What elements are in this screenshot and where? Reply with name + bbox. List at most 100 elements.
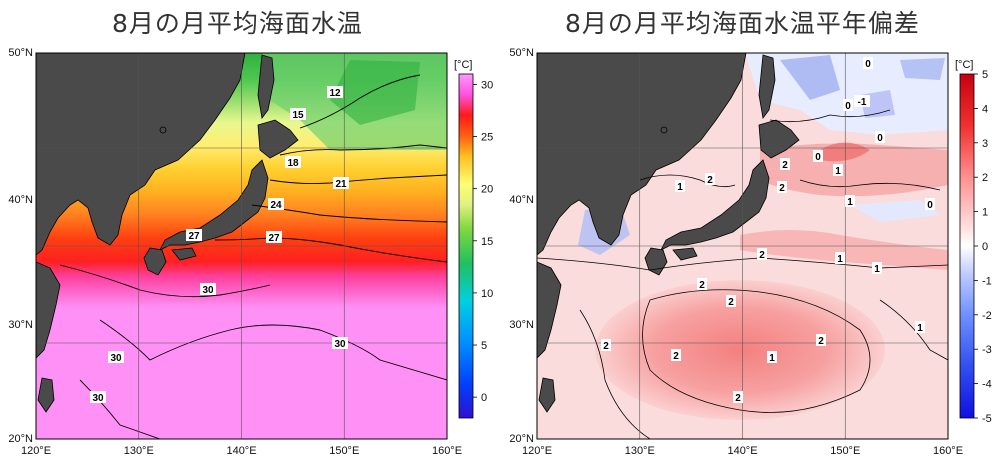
latitude-label: 50°N [8, 47, 33, 59]
contour-label: 2 [697, 278, 707, 291]
contour-label: 1 [872, 262, 882, 275]
longitude-label: 120°E [522, 445, 552, 457]
contour-label: 0 [925, 198, 935, 211]
contour-label: 24 [268, 198, 284, 211]
sst-anomaly-map-title: 8月の月平均海面水温平年偏差 [565, 9, 920, 38]
svg-text:0: 0 [927, 200, 933, 211]
contour-label: 2 [726, 295, 736, 308]
svg-text:2: 2 [699, 280, 705, 291]
contour-label: 1 [845, 195, 855, 208]
contour-label: 2 [757, 248, 767, 261]
contour-label: 2 [816, 334, 826, 347]
sst-map-title: 8月の月平均海面水温 [112, 9, 363, 38]
contour-label: 12 [327, 86, 343, 99]
svg-text:0: 0 [877, 133, 883, 144]
contour-label: 2 [780, 158, 790, 171]
svg-text:27: 27 [268, 233, 280, 244]
colorbar-tick-label: 5 [481, 340, 487, 352]
contour-label: 27 [186, 229, 202, 242]
colorbar-tick-label: 3 [982, 138, 988, 150]
sst-colorbar-unit: [°C] [454, 59, 472, 71]
svg-text:2: 2 [779, 183, 785, 194]
longitude-label: 130°E [625, 445, 655, 457]
svg-text:0: 0 [815, 152, 821, 163]
latitude-label: 20°N [509, 433, 534, 445]
anomaly-colorbar: [°C] 5 4 3 2 1 0 -1 -2 -3 -4 -5 [955, 59, 992, 425]
svg-text:18: 18 [287, 158, 299, 169]
anomaly-contours [537, 109, 948, 439]
svg-text:30: 30 [334, 339, 346, 350]
svg-text:1: 1 [769, 353, 775, 364]
colorbar-tick-label: 30 [481, 79, 493, 91]
contour-label: 2 [705, 173, 715, 186]
land-mass [36, 53, 299, 413]
longitude-label: 150°E [329, 445, 359, 457]
latitude-label: 30°N [509, 319, 534, 331]
contour-label: 0 [863, 57, 873, 70]
svg-text:2: 2 [735, 393, 741, 404]
contour-label: 30 [332, 337, 348, 350]
contour-label: 1 [835, 252, 845, 265]
contour-label: 18 [285, 156, 301, 169]
colorbar-tick-label: -5 [982, 413, 992, 425]
svg-text:21: 21 [335, 179, 347, 190]
svg-text:-1: -1 [858, 97, 867, 108]
contour-label: 1 [833, 164, 843, 177]
svg-text:1: 1 [874, 264, 880, 275]
svg-text:1: 1 [917, 323, 923, 334]
colorbar-tick-label: 0 [982, 241, 988, 253]
contour-label: 30 [90, 391, 106, 404]
sst-anomaly-map: 0 0 -1 0 1 2 2 1 0 1 0 2 1 1 2 2 2 1 2 2 2 1 2 50°N 40°N 30°N 20°… [509, 47, 991, 457]
anomaly-contour-labels: 0 0 -1 0 1 2 2 1 0 1 0 2 1 1 2 2 2 1 2 2 2 1 2 [601, 57, 935, 404]
sst-grid [36, 53, 447, 439]
contour-label: 1 [767, 351, 777, 364]
longitude-label: 120°E [21, 445, 51, 457]
contour-label: 0 [843, 99, 853, 112]
colorbar-tick-label: 10 [481, 288, 493, 300]
svg-text:1: 1 [835, 166, 841, 177]
contour-label: 2 [671, 349, 681, 362]
latitude-label: 20°N [8, 433, 33, 445]
contour-label: 2 [601, 339, 611, 352]
longitude-label: 140°E [226, 445, 256, 457]
longitude-label: 150°E [830, 445, 860, 457]
svg-text:30: 30 [92, 393, 104, 404]
contour-label: 30 [108, 351, 124, 364]
contour-label: 0 [813, 150, 823, 163]
latitude-label: 50°N [509, 47, 534, 59]
svg-text:2: 2 [818, 336, 824, 347]
svg-text:1: 1 [677, 182, 683, 193]
svg-text:2: 2 [728, 297, 734, 308]
sst-contour-labels: 12 15 18 21 24 27 27 30 30 30 30 [90, 86, 349, 404]
longitude-label: 160°E [432, 445, 462, 457]
contour-label: 30 [200, 283, 216, 296]
contour-label: 2 [733, 391, 743, 404]
colorbar-tick-label: 4 [982, 103, 988, 115]
svg-text:12: 12 [329, 88, 341, 99]
sst-colorbar: [°C] 30 25 20 15 10 5 0 [454, 59, 493, 419]
colorbar-tick-label: 2 [982, 172, 988, 184]
colorbar-tick-label: 25 [481, 132, 493, 144]
contour-label: -1 [854, 95, 870, 108]
longitude-label: 160°E [933, 445, 963, 457]
colorbar-tick-label: 20 [481, 184, 493, 196]
colorbar-tick-label: 5 [982, 69, 988, 81]
colorbar-tick-label: -3 [982, 344, 992, 356]
svg-text:2: 2 [673, 351, 679, 362]
contour-label: 0 [875, 131, 885, 144]
anomaly-colorbar-scale [959, 73, 975, 419]
svg-text:24: 24 [270, 200, 282, 211]
svg-text:2: 2 [782, 160, 788, 171]
svg-text:27: 27 [188, 231, 200, 242]
svg-text:2: 2 [707, 175, 713, 186]
sst-map-frame [35, 52, 448, 440]
svg-text:2: 2 [759, 250, 765, 261]
longitude-label: 130°E [124, 445, 154, 457]
svg-text:2: 2 [603, 341, 609, 352]
contour-label: 1 [675, 180, 685, 193]
colorbar-tick-label: 0 [481, 392, 487, 404]
anomaly-land-mass [537, 53, 800, 413]
